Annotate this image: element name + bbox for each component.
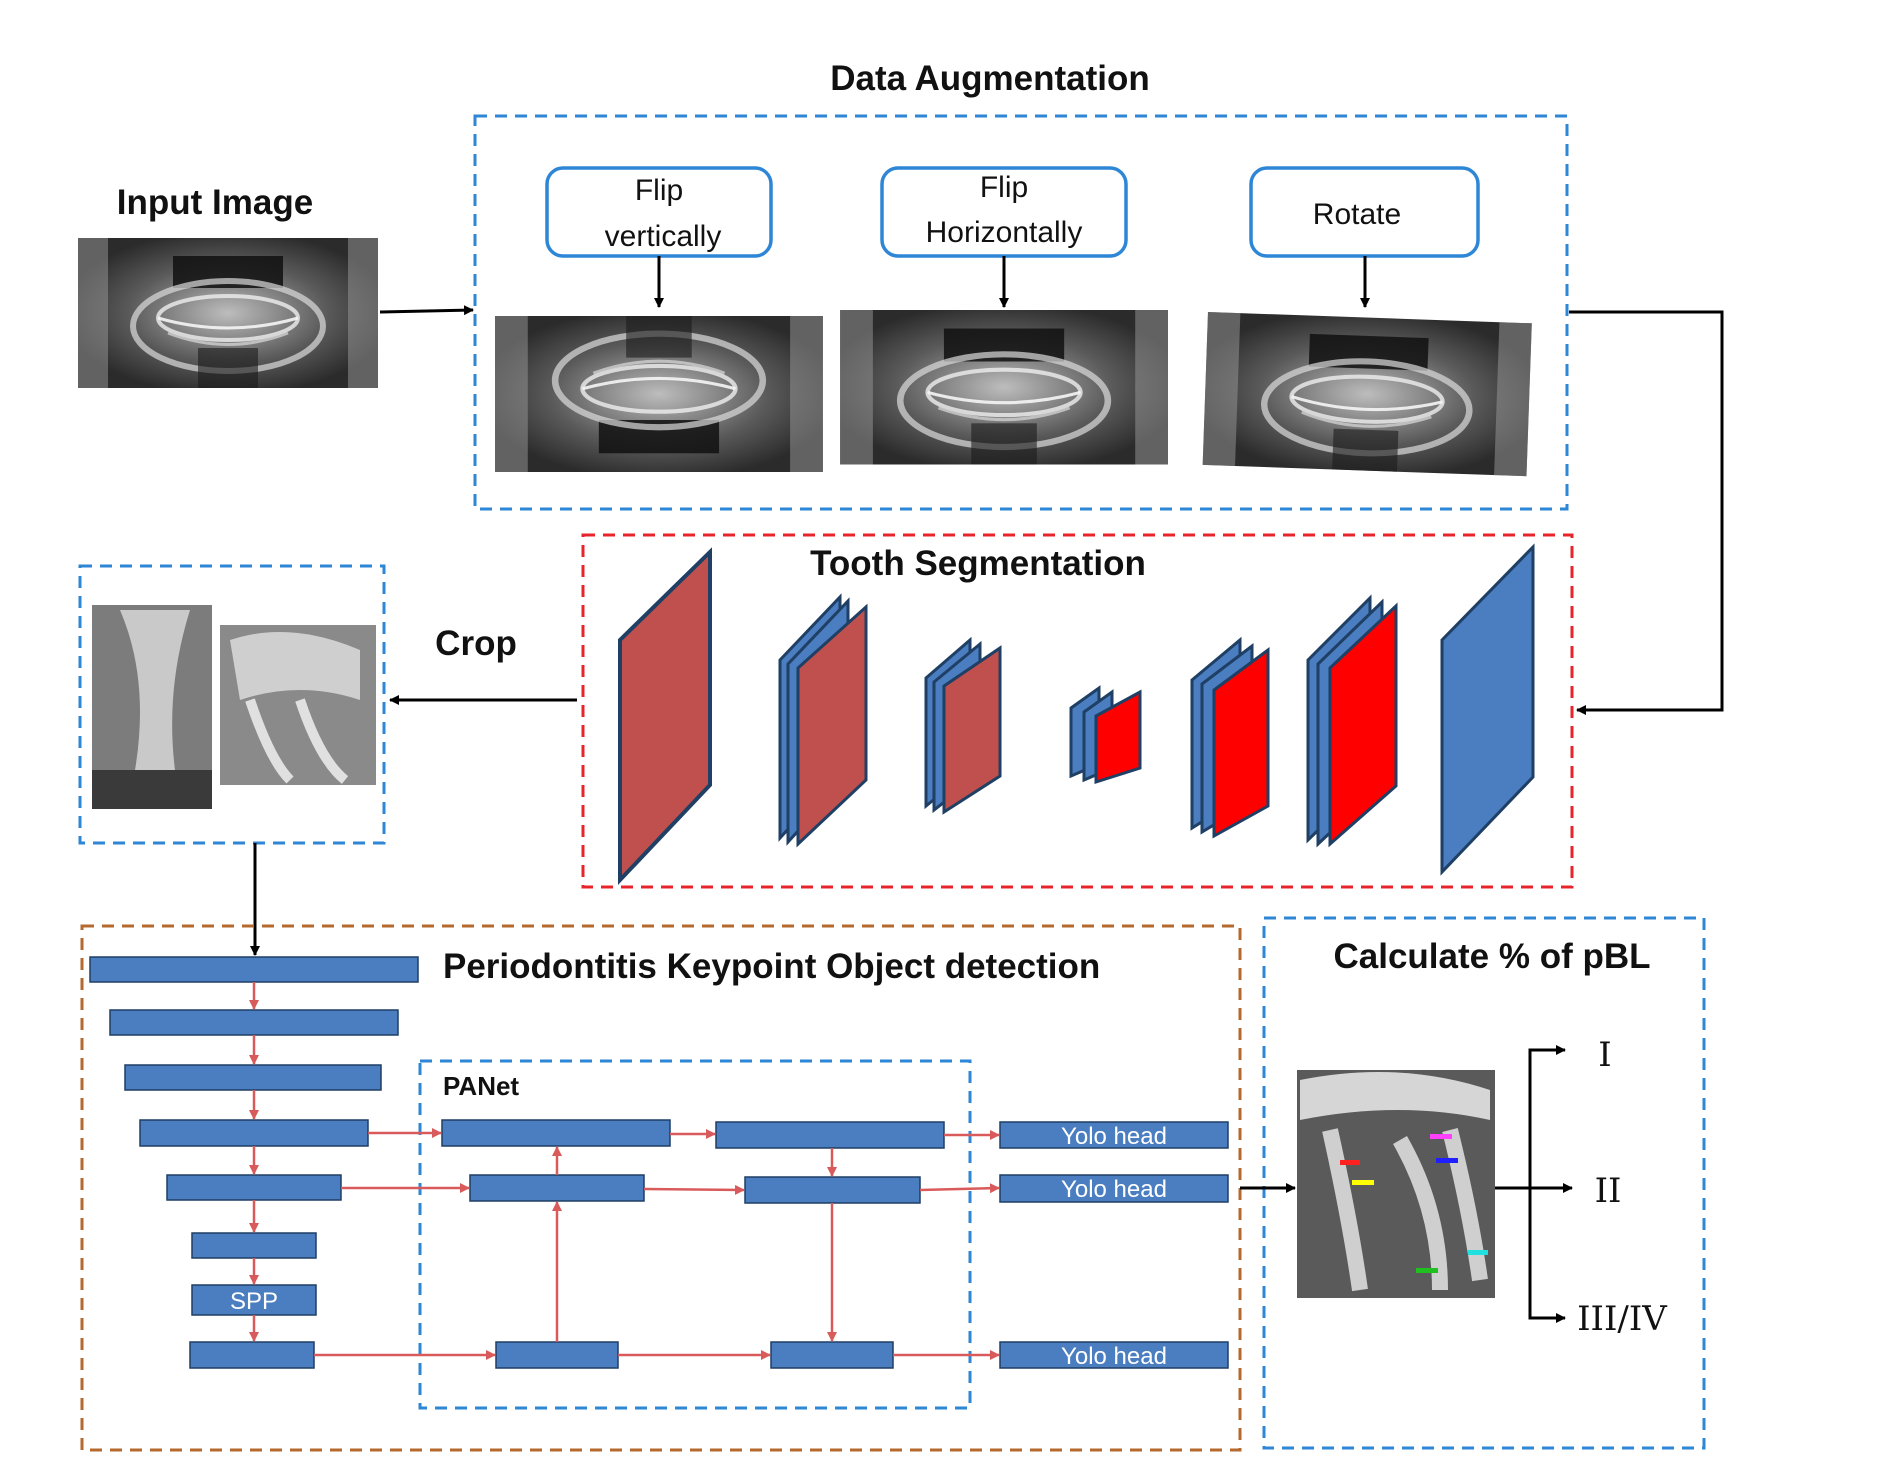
arrow-augmentation-to-segmentation <box>1569 310 1724 715</box>
panet-block-mid-left <box>469 1174 645 1202</box>
grade-2-label: II <box>1595 1171 1622 1211</box>
yolo-head-2: Yolo head <box>999 1174 1229 1203</box>
grade-1-label: I <box>1598 1035 1611 1075</box>
flip-horizontal-line1: Flip <box>980 171 1028 204</box>
crop-label: Crop <box>435 624 517 663</box>
backbone-block-4 <box>139 1119 369 1147</box>
seg-layer-1 <box>618 547 712 886</box>
augmentation-group <box>473 114 1569 511</box>
backbone-block-2 <box>109 1009 399 1036</box>
segmentation-group <box>581 533 1574 889</box>
yolo-head-3-label: Yolo head <box>1061 1343 1167 1370</box>
xray-rotated <box>1203 312 1532 476</box>
pbl-group <box>1262 916 1706 1450</box>
panet-block-top-left <box>441 1119 671 1147</box>
yolo-head-1: Yolo head <box>999 1121 1229 1150</box>
panet-block-bottom-right <box>770 1341 894 1369</box>
segmentation-title: Tooth Segmentation <box>810 544 1146 583</box>
yolo-head-2-label: Yolo head <box>1061 1176 1167 1203</box>
xray-flipped-vertical <box>495 316 823 472</box>
xray-flipped-horizontal <box>840 310 1168 465</box>
grade-bracket <box>1528 1048 1560 1320</box>
pbl-title: Calculate % of pBL <box>1334 937 1651 976</box>
seg-layer-5 <box>1190 636 1270 839</box>
flip-vertical-line1: Flip <box>635 174 683 207</box>
cropped-tooth-image-2 <box>220 625 376 785</box>
backbone-block-3 <box>124 1064 382 1091</box>
backbone-block-6 <box>191 1232 317 1259</box>
panet-arrows <box>314 1128 1000 1360</box>
backbone-block-5 <box>166 1174 342 1201</box>
input-xray-image <box>78 238 378 388</box>
flip-vertical-line2: vertically <box>605 220 722 253</box>
rotate-label: Rotate <box>1313 198 1401 231</box>
spp-label: SPP <box>230 1288 278 1315</box>
yolo-head-3: Yolo head <box>999 1341 1229 1370</box>
seg-layer-7 <box>1440 543 1535 876</box>
grade-3-label: III/IV <box>1577 1299 1668 1339</box>
panet-block-bottom-left <box>495 1341 619 1369</box>
backbone-block-1 <box>89 956 419 983</box>
augmentation-title: Data Augmentation <box>830 59 1150 98</box>
cropped-tooth-image-1 <box>92 605 212 809</box>
backbone-block-8 <box>189 1341 315 1369</box>
panet-block-top-right <box>715 1121 945 1149</box>
seg-layer-3 <box>924 636 1002 815</box>
flip-horizontal-line2: Horizontally <box>926 216 1083 249</box>
augmentation-op-flip-vertical: Flip vertically <box>545 166 773 258</box>
arrow-input-to-augmentation <box>379 305 474 316</box>
seg-layer-4 <box>1069 685 1142 785</box>
panet-block-mid-right <box>744 1176 921 1204</box>
augmentation-op-flip-horizontal: Flip Horizontally <box>880 166 1128 258</box>
panet-label: PANet <box>443 1071 519 1101</box>
augmentation-op-rotate: Rotate <box>1249 166 1480 258</box>
spp-block: SPP <box>191 1284 317 1316</box>
crop-group <box>78 564 386 845</box>
yolo-head-1-label: Yolo head <box>1061 1123 1167 1150</box>
detection-title: Periodontitis Keypoint Object detection <box>443 947 1100 986</box>
input-image-title: Input Image <box>117 183 313 222</box>
pbl-annotated-tooth-image <box>1297 1070 1495 1298</box>
seg-layer-6 <box>1306 594 1398 848</box>
seg-layer-2 <box>778 593 868 848</box>
panet-group <box>418 1059 972 1410</box>
